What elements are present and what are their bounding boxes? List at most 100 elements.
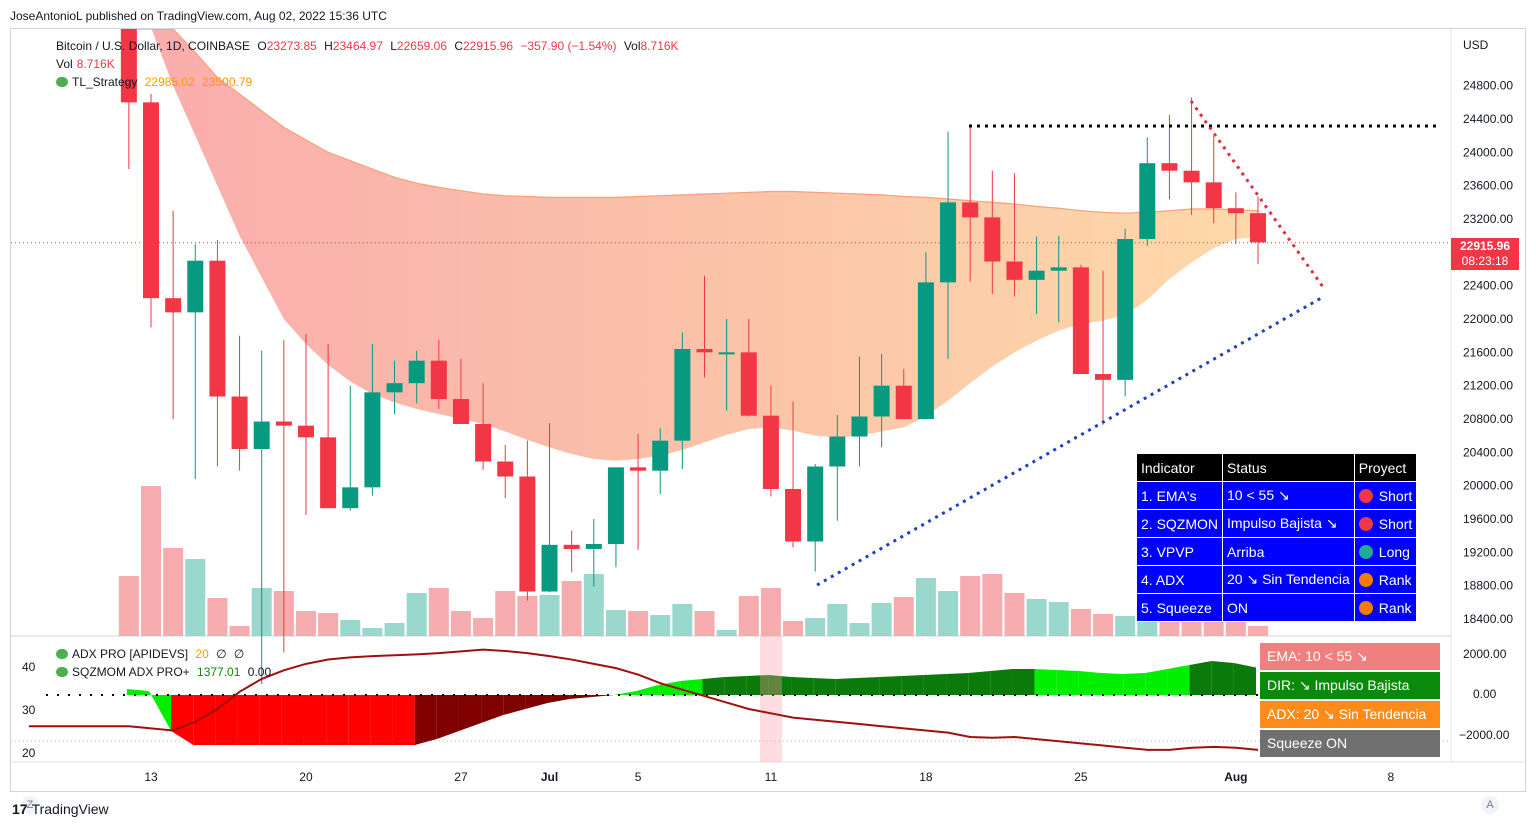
symbol-legend: Bitcoin / U.S. Dollar, 1D, COINBASE O232… xyxy=(56,39,679,53)
time-axis-tick: Jul xyxy=(541,770,558,784)
sqzmom-area xyxy=(768,675,792,695)
uptrend-line xyxy=(816,295,1324,587)
volume-bar xyxy=(738,596,759,636)
auto-scale-toggle[interactable]: A xyxy=(1481,796,1499,814)
candle-body xyxy=(408,360,425,384)
volume-bar xyxy=(628,611,649,636)
candle-body xyxy=(253,421,270,450)
price-axis-tick: 24800.00 xyxy=(1463,79,1513,93)
volume-bar xyxy=(783,621,804,636)
sqzmom-area xyxy=(1145,669,1168,695)
sqz-axis-tick: 0.00 xyxy=(1473,687,1497,701)
candle-body xyxy=(1095,374,1112,380)
chart-frame[interactable]: 18400.00 18800.00 19200.00 19600.00 20000.00… xyxy=(10,28,1526,814)
price-axis-tick: 19200.00 xyxy=(1463,545,1513,559)
status-dot-icon xyxy=(1358,488,1373,503)
status-dot-icon xyxy=(1358,572,1373,587)
sqzmom-area xyxy=(1056,670,1079,695)
price-axis-tick: 24400.00 xyxy=(1463,112,1513,126)
log-scale-toggle[interactable]: Z xyxy=(21,796,39,814)
sqzmom-area xyxy=(281,695,304,745)
sqzmom-area xyxy=(835,678,858,695)
candle-body xyxy=(342,487,359,509)
table-row: 4. ADX 20 ↘ Sin Tendencia Rank xyxy=(1135,565,1418,594)
indicator-table: Indicator Status Proyect 1. EMA's 10 < 5… xyxy=(1135,453,1418,622)
header-proyect: Proyect xyxy=(1353,453,1418,482)
time-axis-tick: 25 xyxy=(1074,770,1088,784)
price-axis-tick: 21200.00 xyxy=(1463,379,1513,393)
candle-body xyxy=(452,399,469,425)
volume-bar xyxy=(406,593,427,636)
volume-bar xyxy=(384,623,405,636)
price-axis-tick: 23600.00 xyxy=(1463,179,1513,193)
ohlc-change: −357.90 (−1.54%) xyxy=(520,39,617,53)
strategy-legend[interactable]: TL_Strategy 22985.02 23500.79 xyxy=(56,75,256,89)
ohlc-volume: 8.716K xyxy=(640,39,679,53)
tradingview-footer[interactable]: 17 TradingView xyxy=(12,801,109,817)
sqzmom-area xyxy=(303,695,327,745)
candle-body xyxy=(1161,163,1178,171)
candle-body xyxy=(873,385,890,417)
adx-axis-tick: 20 xyxy=(22,746,36,760)
status-box-squeeze: Squeeze ON xyxy=(1260,730,1440,757)
candle-body xyxy=(275,421,292,426)
volume-bar xyxy=(1070,609,1091,636)
candle-body xyxy=(674,349,691,441)
status-dot-icon xyxy=(1358,600,1373,615)
volume-bar xyxy=(827,604,848,636)
candle-body xyxy=(1072,267,1089,375)
volume-bar xyxy=(229,626,250,636)
volume-bar xyxy=(1115,616,1136,636)
indicator-icon xyxy=(56,667,68,677)
volume-legend[interactable]: Vol 8.716K xyxy=(56,57,115,71)
volume-bar xyxy=(473,618,494,636)
status-box-dir: DIR: ↘ Impulso Bajista xyxy=(1260,672,1440,699)
volume-bar xyxy=(1093,614,1114,636)
sqzmom-area xyxy=(547,695,570,703)
sqzmom-area xyxy=(813,678,836,695)
sqzmom-area xyxy=(414,695,437,745)
price-axis-tick: 24000.00 xyxy=(1463,145,1513,159)
candle-body xyxy=(165,298,182,313)
tradingview-logo-icon: 17 xyxy=(12,801,28,817)
volume-bar xyxy=(893,597,914,636)
candle-body xyxy=(962,202,979,218)
candle-body xyxy=(320,437,337,509)
adx-axis-tick: 40 xyxy=(22,660,36,674)
sqzmom-area xyxy=(1101,673,1124,695)
candle-body xyxy=(652,440,669,471)
sqzmom-area xyxy=(149,691,172,731)
time-axis-tick: 8 xyxy=(1387,770,1394,784)
candle-body xyxy=(143,102,159,299)
indicator-icon xyxy=(56,77,68,87)
adx-legend[interactable]: ADX PRO [APIDEVS] 20 ∅ ∅ xyxy=(56,647,248,661)
price-axis-tick: 20400.00 xyxy=(1463,445,1513,459)
status-dot-icon xyxy=(1358,544,1373,559)
candle-body xyxy=(364,392,381,488)
volume-bar xyxy=(716,630,737,636)
time-axis-tick: 5 xyxy=(635,770,642,784)
sqzmom-area xyxy=(259,695,282,745)
sqzmom-area xyxy=(1189,661,1212,695)
sqzmom-area xyxy=(1034,669,1057,695)
volume-bar xyxy=(318,613,339,636)
sqzmom-area xyxy=(636,685,659,695)
volume-bar xyxy=(1248,626,1268,636)
candle-body xyxy=(297,425,314,438)
candle-body xyxy=(807,466,824,542)
volume-bar xyxy=(495,591,516,636)
sqzmom-area xyxy=(503,695,526,715)
price-axis-tick: 20800.00 xyxy=(1463,412,1513,426)
volume-bar xyxy=(1026,599,1047,636)
candle-body xyxy=(984,217,1001,262)
price-axis-tick: 22400.00 xyxy=(1463,279,1513,293)
sqzmom-area xyxy=(791,677,814,695)
sqzmom-area xyxy=(237,695,260,745)
publisher-line: JoseAntonioL published on TradingView.co… xyxy=(10,9,387,23)
candle-body xyxy=(541,544,558,592)
candle-body xyxy=(1183,170,1200,183)
sqzmom-area xyxy=(569,695,592,699)
sqzmom-legend[interactable]: SQZMOM ADX PRO+ 1377.01 0.00 xyxy=(56,665,275,679)
table-row: 3. VPVP Arriba Long xyxy=(1135,537,1418,566)
downtrend-line xyxy=(1189,100,1325,288)
